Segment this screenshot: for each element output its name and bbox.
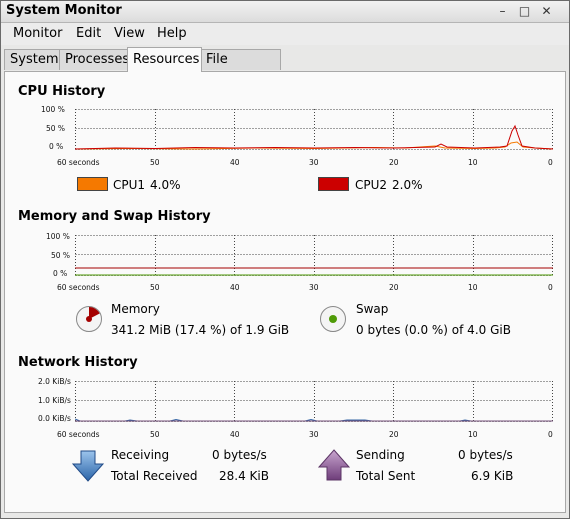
cpu1-color-button[interactable] (77, 177, 108, 191)
network-x-tick: 0 (548, 430, 553, 439)
tab-resources[interactable]: Resources (127, 47, 202, 72)
tab-system[interactable]: System (4, 49, 61, 70)
maximize-icon[interactable]: □ (518, 4, 531, 18)
cpu-y-tick: 0 % (49, 142, 64, 151)
sending-label: Sending (356, 448, 405, 462)
total-sent-value: 6.9 KiB (471, 469, 514, 483)
network-history-graph (75, 381, 553, 422)
memory-y-tick: 0 % (53, 269, 68, 278)
menu-help[interactable]: Help (157, 26, 187, 41)
cpu2-line (75, 124, 553, 150)
memory-label: Memory (111, 302, 160, 316)
cpu2-label: CPU2 (355, 178, 388, 192)
memory-y-tick: 50 % (51, 251, 71, 260)
memory-usage-wedge (89, 307, 100, 319)
receiving-label: Receiving (111, 448, 170, 462)
total-received-value: 28.4 KiB (219, 469, 269, 483)
swap-value: 0 bytes (0.0 %) of 4.0 GiB (356, 323, 511, 337)
memory-x-tick: 20 (389, 283, 399, 292)
memory-x-tick: 10 (468, 283, 478, 292)
swap-label: Swap (356, 302, 389, 316)
network-y-tick: 2.0 KiB/s (38, 377, 71, 386)
sending-value: 0 bytes/s (458, 448, 513, 462)
cpu-x-tick: 30 (309, 158, 319, 167)
network-y-tick: 0.0 KiB/s (38, 414, 71, 423)
network-x-tick: 30 (309, 430, 319, 439)
network-x-tick: 20 (389, 430, 399, 439)
memory-x-tick: 40 (230, 283, 240, 292)
cpu-x-tick: 20 (389, 158, 399, 167)
cpu2-color-button[interactable] (318, 177, 349, 191)
tab-processes[interactable]: Processes (59, 49, 132, 70)
network-x-tick: 40 (230, 430, 240, 439)
menu-bar: Monitor Edit View Help (1, 23, 569, 45)
swap-pie-icon[interactable] (319, 305, 347, 333)
network-x-tick: 50 (150, 430, 160, 439)
sending-arrow-icon[interactable] (317, 448, 351, 482)
cpu-history-title: CPU History (18, 84, 106, 99)
cpu-x-tick: 0 (548, 158, 553, 167)
network-x-tick: 60 seconds (57, 430, 100, 439)
memory-history-graph (75, 235, 553, 276)
resources-panel: CPU History 100 % 50 % 0 % 60 seconds 50… (4, 71, 566, 513)
close-icon[interactable]: ✕ (541, 4, 552, 18)
cpu-history-graph (75, 109, 553, 150)
menu-monitor[interactable]: Monitor (13, 26, 63, 41)
network-x-tick: 10 (468, 430, 478, 439)
memory-x-tick: 0 (548, 283, 553, 292)
total-received-label: Total Received (111, 469, 198, 483)
memory-x-tick: 30 (309, 283, 319, 292)
total-sent-label: Total Sent (356, 469, 416, 483)
window-title: System Monitor (6, 3, 122, 18)
tab-file-systems[interactable]: File Systems (200, 49, 281, 87)
memory-x-tick: 50 (150, 283, 160, 292)
memory-y-tick: 100 % (46, 232, 70, 241)
network-y-tick: 1.0 KiB/s (38, 396, 71, 405)
cpu1-label: CPU1 (113, 178, 146, 192)
receiving-value: 0 bytes/s (212, 448, 267, 462)
memory-value: 341.2 MiB (17.4 %) of 1.9 GiB (111, 323, 290, 337)
memory-x-tick: 60 seconds (57, 283, 100, 292)
receiving-arrow-icon[interactable] (71, 449, 105, 483)
cpu-x-tick: 60 seconds (57, 158, 100, 167)
cpu1-value: 4.0% (150, 178, 181, 192)
memory-swap-history-title: Memory and Swap History (18, 209, 211, 224)
minimize-icon[interactable]: – (499, 4, 506, 18)
menu-view[interactable]: View (114, 26, 145, 41)
cpu-x-tick: 50 (150, 158, 160, 167)
menu-edit[interactable]: Edit (76, 26, 102, 41)
cpu-y-tick: 50 % (46, 124, 66, 133)
cpu2-value: 2.0% (392, 178, 423, 192)
cpu-y-tick: 100 % (41, 105, 65, 114)
cpu-x-tick: 10 (468, 158, 478, 167)
cpu-x-tick: 40 (230, 158, 240, 167)
network-history-title: Network History (18, 355, 138, 370)
title-bar[interactable]: System Monitor – □ ✕ (1, 1, 569, 23)
memory-pie-icon[interactable] (75, 305, 103, 333)
